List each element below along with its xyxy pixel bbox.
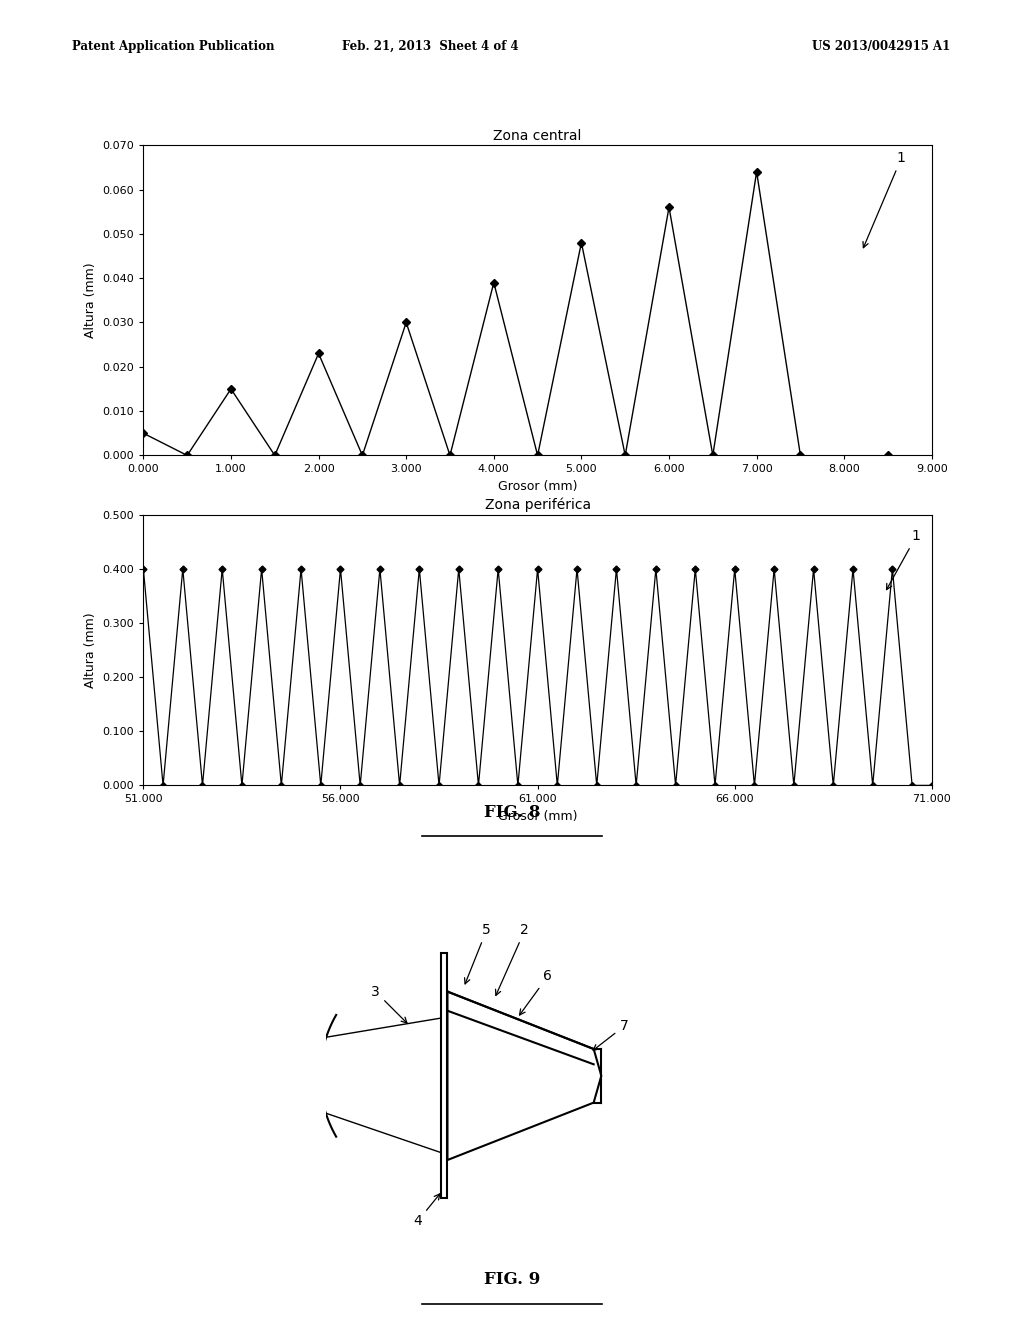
Text: Feb. 21, 2013  Sheet 4 of 4: Feb. 21, 2013 Sheet 4 of 4 xyxy=(342,40,518,53)
Text: FIG. 8: FIG. 8 xyxy=(483,804,541,821)
Text: 4: 4 xyxy=(414,1193,440,1229)
Text: Patent Application Publication: Patent Application Publication xyxy=(72,40,274,53)
X-axis label: Grosor (mm): Grosor (mm) xyxy=(498,480,578,492)
Text: 5: 5 xyxy=(465,923,490,983)
Text: FIG. 9: FIG. 9 xyxy=(484,1271,540,1287)
Title: Zona central: Zona central xyxy=(494,128,582,143)
Bar xyxy=(440,953,447,1199)
Polygon shape xyxy=(447,991,601,1160)
X-axis label: Grosor (mm): Grosor (mm) xyxy=(498,810,578,822)
Y-axis label: Altura (mm): Altura (mm) xyxy=(84,612,97,688)
Text: 1: 1 xyxy=(887,529,921,590)
Text: 3: 3 xyxy=(371,985,407,1023)
Title: Zona periférica: Zona periférica xyxy=(484,498,591,512)
Text: 7: 7 xyxy=(593,1019,629,1051)
Text: 1: 1 xyxy=(863,152,905,248)
Text: 2: 2 xyxy=(496,923,529,995)
Text: 6: 6 xyxy=(519,969,552,1015)
Text: US 2013/0042915 A1: US 2013/0042915 A1 xyxy=(811,40,950,53)
Y-axis label: Altura (mm): Altura (mm) xyxy=(84,263,97,338)
